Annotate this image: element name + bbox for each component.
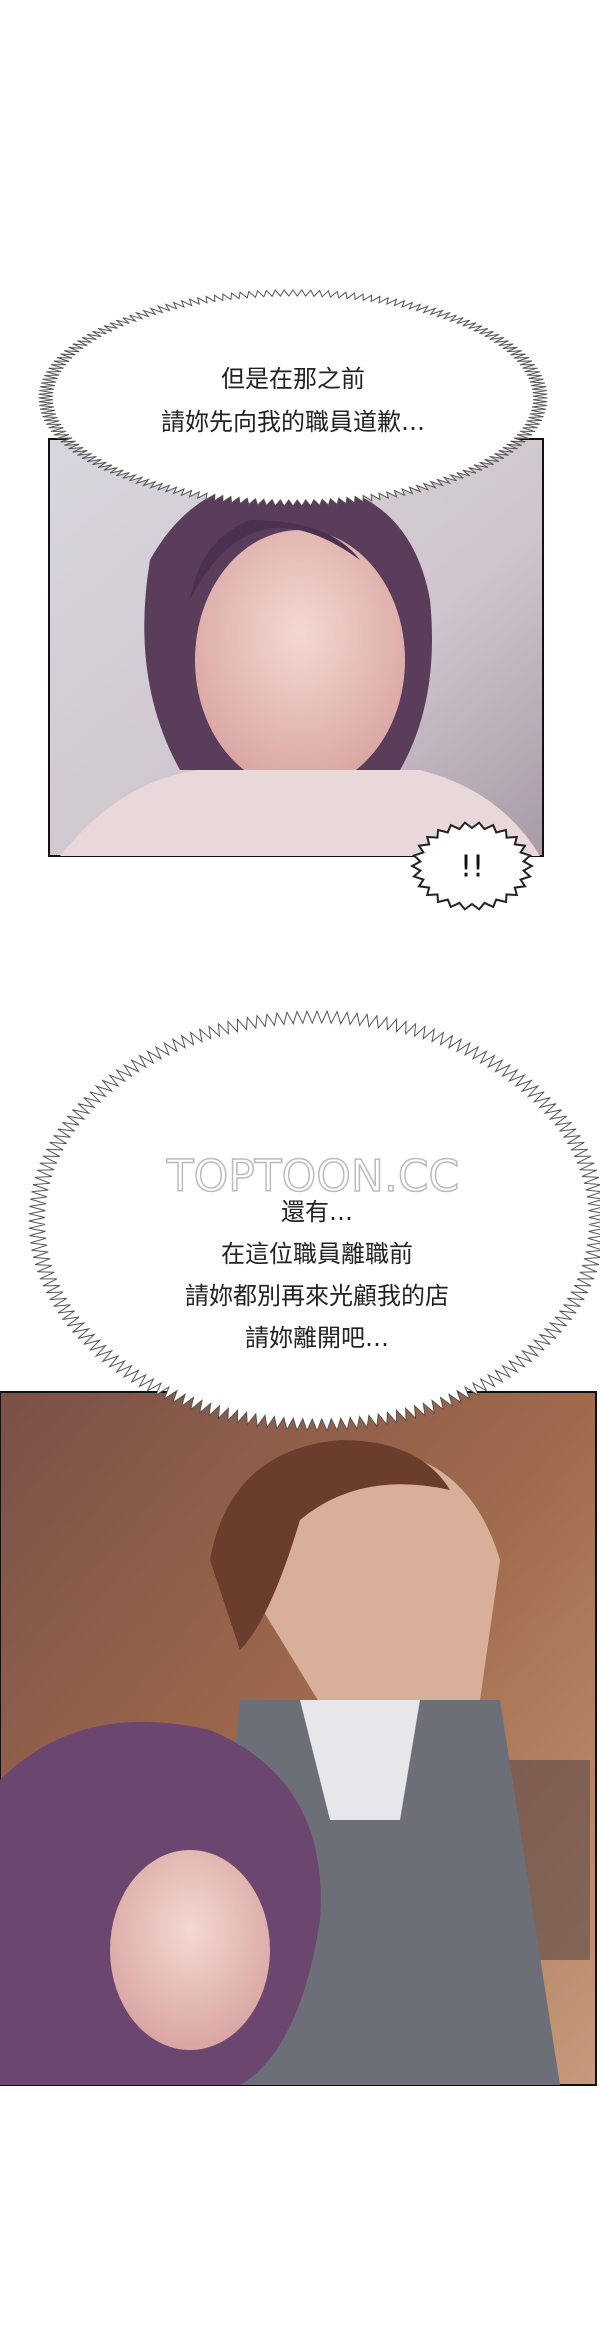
panel-2 bbox=[0, 1391, 597, 2086]
panel-1 bbox=[48, 438, 544, 857]
bubble bbox=[55, 1036, 579, 1406]
bubble-text: 請妳都別再來光顧我的店 bbox=[185, 1282, 449, 1310]
bubble bbox=[62, 303, 524, 493]
bubble-text: 在這位職員離職前 bbox=[221, 1240, 413, 1268]
speech-bubbles: 但是在那之前請妳先向我的職員道歉…TOPTOON.CC還有…在這位職員離職前請妳… bbox=[28, 289, 600, 1433]
bubble-text: 請妳離開吧… bbox=[245, 1324, 389, 1352]
bubble-text: 還有… bbox=[281, 1198, 353, 1226]
watermark: TOPTOON.CC bbox=[166, 1151, 460, 1202]
bubble-text: 請妳先向我的職員道歉… bbox=[161, 408, 425, 436]
sfx-bubble bbox=[410, 821, 534, 911]
sfx-text: !! bbox=[460, 850, 484, 885]
bubble-text: 但是在那之前 bbox=[221, 365, 365, 393]
